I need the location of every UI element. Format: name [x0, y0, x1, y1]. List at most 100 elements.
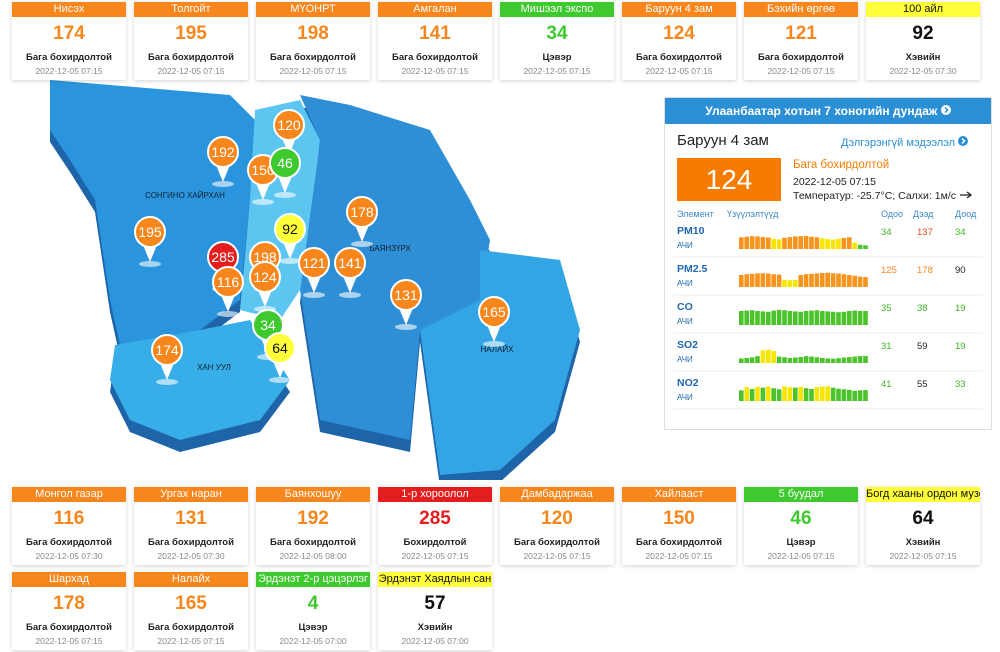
history-bar	[766, 311, 771, 325]
panel-link[interactable]: Дэлгэрэнгүй мэдээлэл	[841, 136, 969, 149]
station-time: 2022-12-05 07:15	[645, 551, 713, 561]
history-bar	[814, 357, 820, 363]
history-bar	[776, 274, 782, 287]
history-bar	[847, 311, 852, 325]
history-bar	[820, 238, 825, 249]
station-status: Бага бохирдолтой	[514, 537, 600, 548]
station-card: Хайлааст 150 Бага бохирдолтой 2022-12-05 07…	[622, 487, 736, 565]
station-time: 2022-12-05 07:00	[401, 636, 469, 646]
station-card: МҮОНРТ 198 Бага бохирдолтой 2022-12-05 07:1…	[256, 2, 370, 80]
history-bar	[771, 388, 776, 401]
pollutant-name: SO2	[677, 339, 698, 351]
station-time: 2022-12-05 07:15	[157, 636, 225, 646]
history-bar	[852, 390, 857, 401]
station-status: Бага бохирдолтой	[636, 52, 722, 63]
station-value: 92	[912, 23, 934, 44]
history-bar	[825, 311, 830, 325]
history-bar	[852, 275, 857, 287]
pin	[269, 147, 301, 179]
pin-label: 116	[217, 274, 240, 290]
pin	[249, 261, 281, 293]
pollutant-min: 33	[955, 379, 966, 390]
station-name: Нисэх	[12, 2, 126, 17]
station-value: 34	[546, 23, 568, 44]
history-bar	[836, 358, 841, 363]
station-name: 5 буудал	[744, 487, 858, 502]
history-bar	[820, 311, 825, 325]
station-name: Ургах наран	[134, 487, 248, 502]
station-status: Бага бохирдолтой	[26, 537, 112, 548]
table-header: Доод	[955, 209, 977, 219]
history-bar	[793, 279, 798, 287]
history-bar	[782, 237, 787, 249]
history-bar	[766, 273, 771, 287]
station-time: 2022-12-05 07:15	[35, 66, 103, 76]
pin-label: 141	[338, 255, 362, 271]
station-status: Бага бохирдолтой	[758, 52, 844, 63]
station-card: 1-р хороолол 285 Бохирдолтой 2022-12-05 07:…	[378, 487, 492, 565]
station-name: Налайх	[134, 572, 248, 587]
station-value: 4	[307, 593, 319, 614]
history-bar	[852, 242, 857, 249]
pollutant-now: 125	[881, 265, 897, 276]
history-bar	[847, 237, 852, 249]
station-value: 57	[424, 593, 446, 614]
history-bar	[744, 274, 749, 287]
station-card: Налайх 165 Бага бохирдолтой 2022-12-05 07:1…	[134, 572, 248, 650]
history-bar	[776, 356, 782, 363]
history-bar	[798, 357, 803, 363]
history-bar	[766, 386, 771, 401]
pollutant-max: 38	[917, 303, 928, 314]
history-bar	[841, 237, 847, 249]
pin-shadow	[274, 192, 296, 198]
pin-label: 165	[482, 304, 506, 320]
history-bar	[744, 387, 749, 401]
station-status: Бага бохирдолтой	[148, 622, 234, 633]
pollutant-name: CO	[677, 301, 693, 313]
pin-shadow	[351, 241, 373, 247]
pin-label: 195	[138, 224, 162, 240]
pin	[134, 216, 166, 248]
history-bar	[798, 275, 803, 287]
history-bar	[830, 387, 836, 401]
district-label: ХАН УУЛ	[197, 363, 231, 372]
panel-title-text: Улаанбаатар хотын 7 хоногийн дундаж	[705, 104, 938, 118]
history-bar	[809, 236, 814, 249]
table-header: Дээд	[913, 209, 934, 219]
panel-value: 124	[677, 158, 781, 201]
station-name: Мишээл экспо	[500, 2, 614, 17]
history-bar	[825, 386, 830, 401]
history-bar	[863, 355, 868, 363]
pin-label: 92	[282, 221, 298, 237]
pin-label: 120	[277, 117, 301, 133]
history-bar	[830, 358, 836, 363]
info-panel: Улаанбаатар хотын 7 хоногийн дундаж Бару…	[664, 97, 992, 430]
history-bar	[739, 237, 744, 249]
panel-title[interactable]: Улаанбаатар хотын 7 хоногийн дундаж	[665, 98, 991, 124]
history-bar	[847, 275, 852, 287]
pin	[151, 334, 183, 366]
history-bar	[836, 388, 841, 401]
station-value: 150	[663, 508, 695, 529]
map: СОНГИНО ХАЙРХАН ХАН УУЛ БАЯНЗҮРХ НАЛАЙХ 192…	[50, 80, 580, 480]
district-label: НАЛАЙХ	[481, 345, 515, 354]
pin-label: 46	[277, 155, 293, 171]
history-bar	[814, 387, 820, 401]
station-value: 285	[419, 508, 451, 529]
history-bar	[787, 237, 793, 249]
station-name: Шархад	[12, 572, 126, 587]
station-card: 100 айл 92 Хэвийн 2022-12-05 07:30	[866, 2, 980, 80]
pin-shadow	[395, 324, 417, 330]
pollutant-min: 19	[955, 341, 966, 352]
station-card: Дамбадаржаа 120 Бага бохирдолтой 2022-12-05…	[500, 487, 614, 565]
history-bar	[793, 357, 798, 363]
history-bar	[847, 389, 852, 401]
history-bar	[739, 311, 744, 325]
history-bar	[749, 236, 755, 249]
history-bar	[771, 238, 776, 249]
station-time: 2022-12-05 07:15	[401, 66, 469, 76]
history-bar	[820, 386, 825, 401]
history-bar	[760, 350, 766, 363]
pollutant-max: 178	[917, 265, 933, 276]
